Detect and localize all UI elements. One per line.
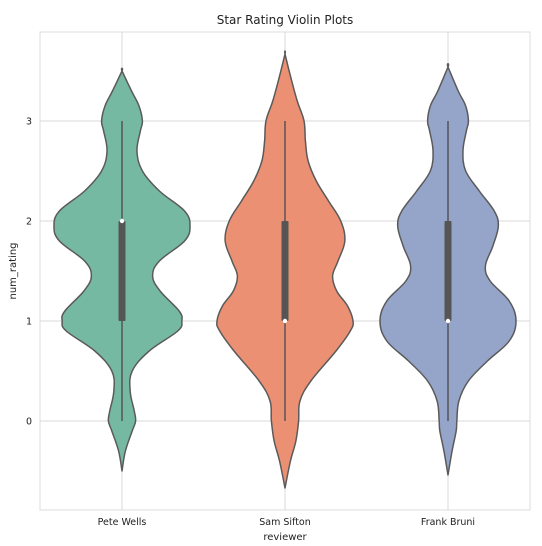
x-axis-label: reviewer [263, 532, 307, 543]
violin-iqr-box [281, 221, 289, 321]
violin-iqr-box [118, 221, 126, 321]
y-tick-label: 2 [26, 217, 32, 228]
y-axis-label: num_rating [8, 242, 19, 299]
x-tick-label: Sam Sifton [259, 517, 311, 528]
violin-median-dot [119, 218, 125, 224]
violin-layer [53, 50, 517, 489]
violin-median-dot [445, 318, 451, 324]
x-tick-label: Frank Bruni [421, 517, 475, 528]
x-tick-label: Pete Wells [98, 517, 147, 528]
y-tick-label: 1 [26, 317, 32, 328]
y-tick-label: 3 [26, 117, 32, 128]
tick-layer: 0 1 2 3 Pete Wells Sam Sifton Frank Bruni [26, 117, 475, 529]
violin-iqr-box [444, 221, 452, 321]
chart-title: Star Rating Violin Plots [217, 13, 354, 27]
y-tick-label: 0 [26, 417, 32, 428]
violin-median-dot [282, 318, 288, 324]
